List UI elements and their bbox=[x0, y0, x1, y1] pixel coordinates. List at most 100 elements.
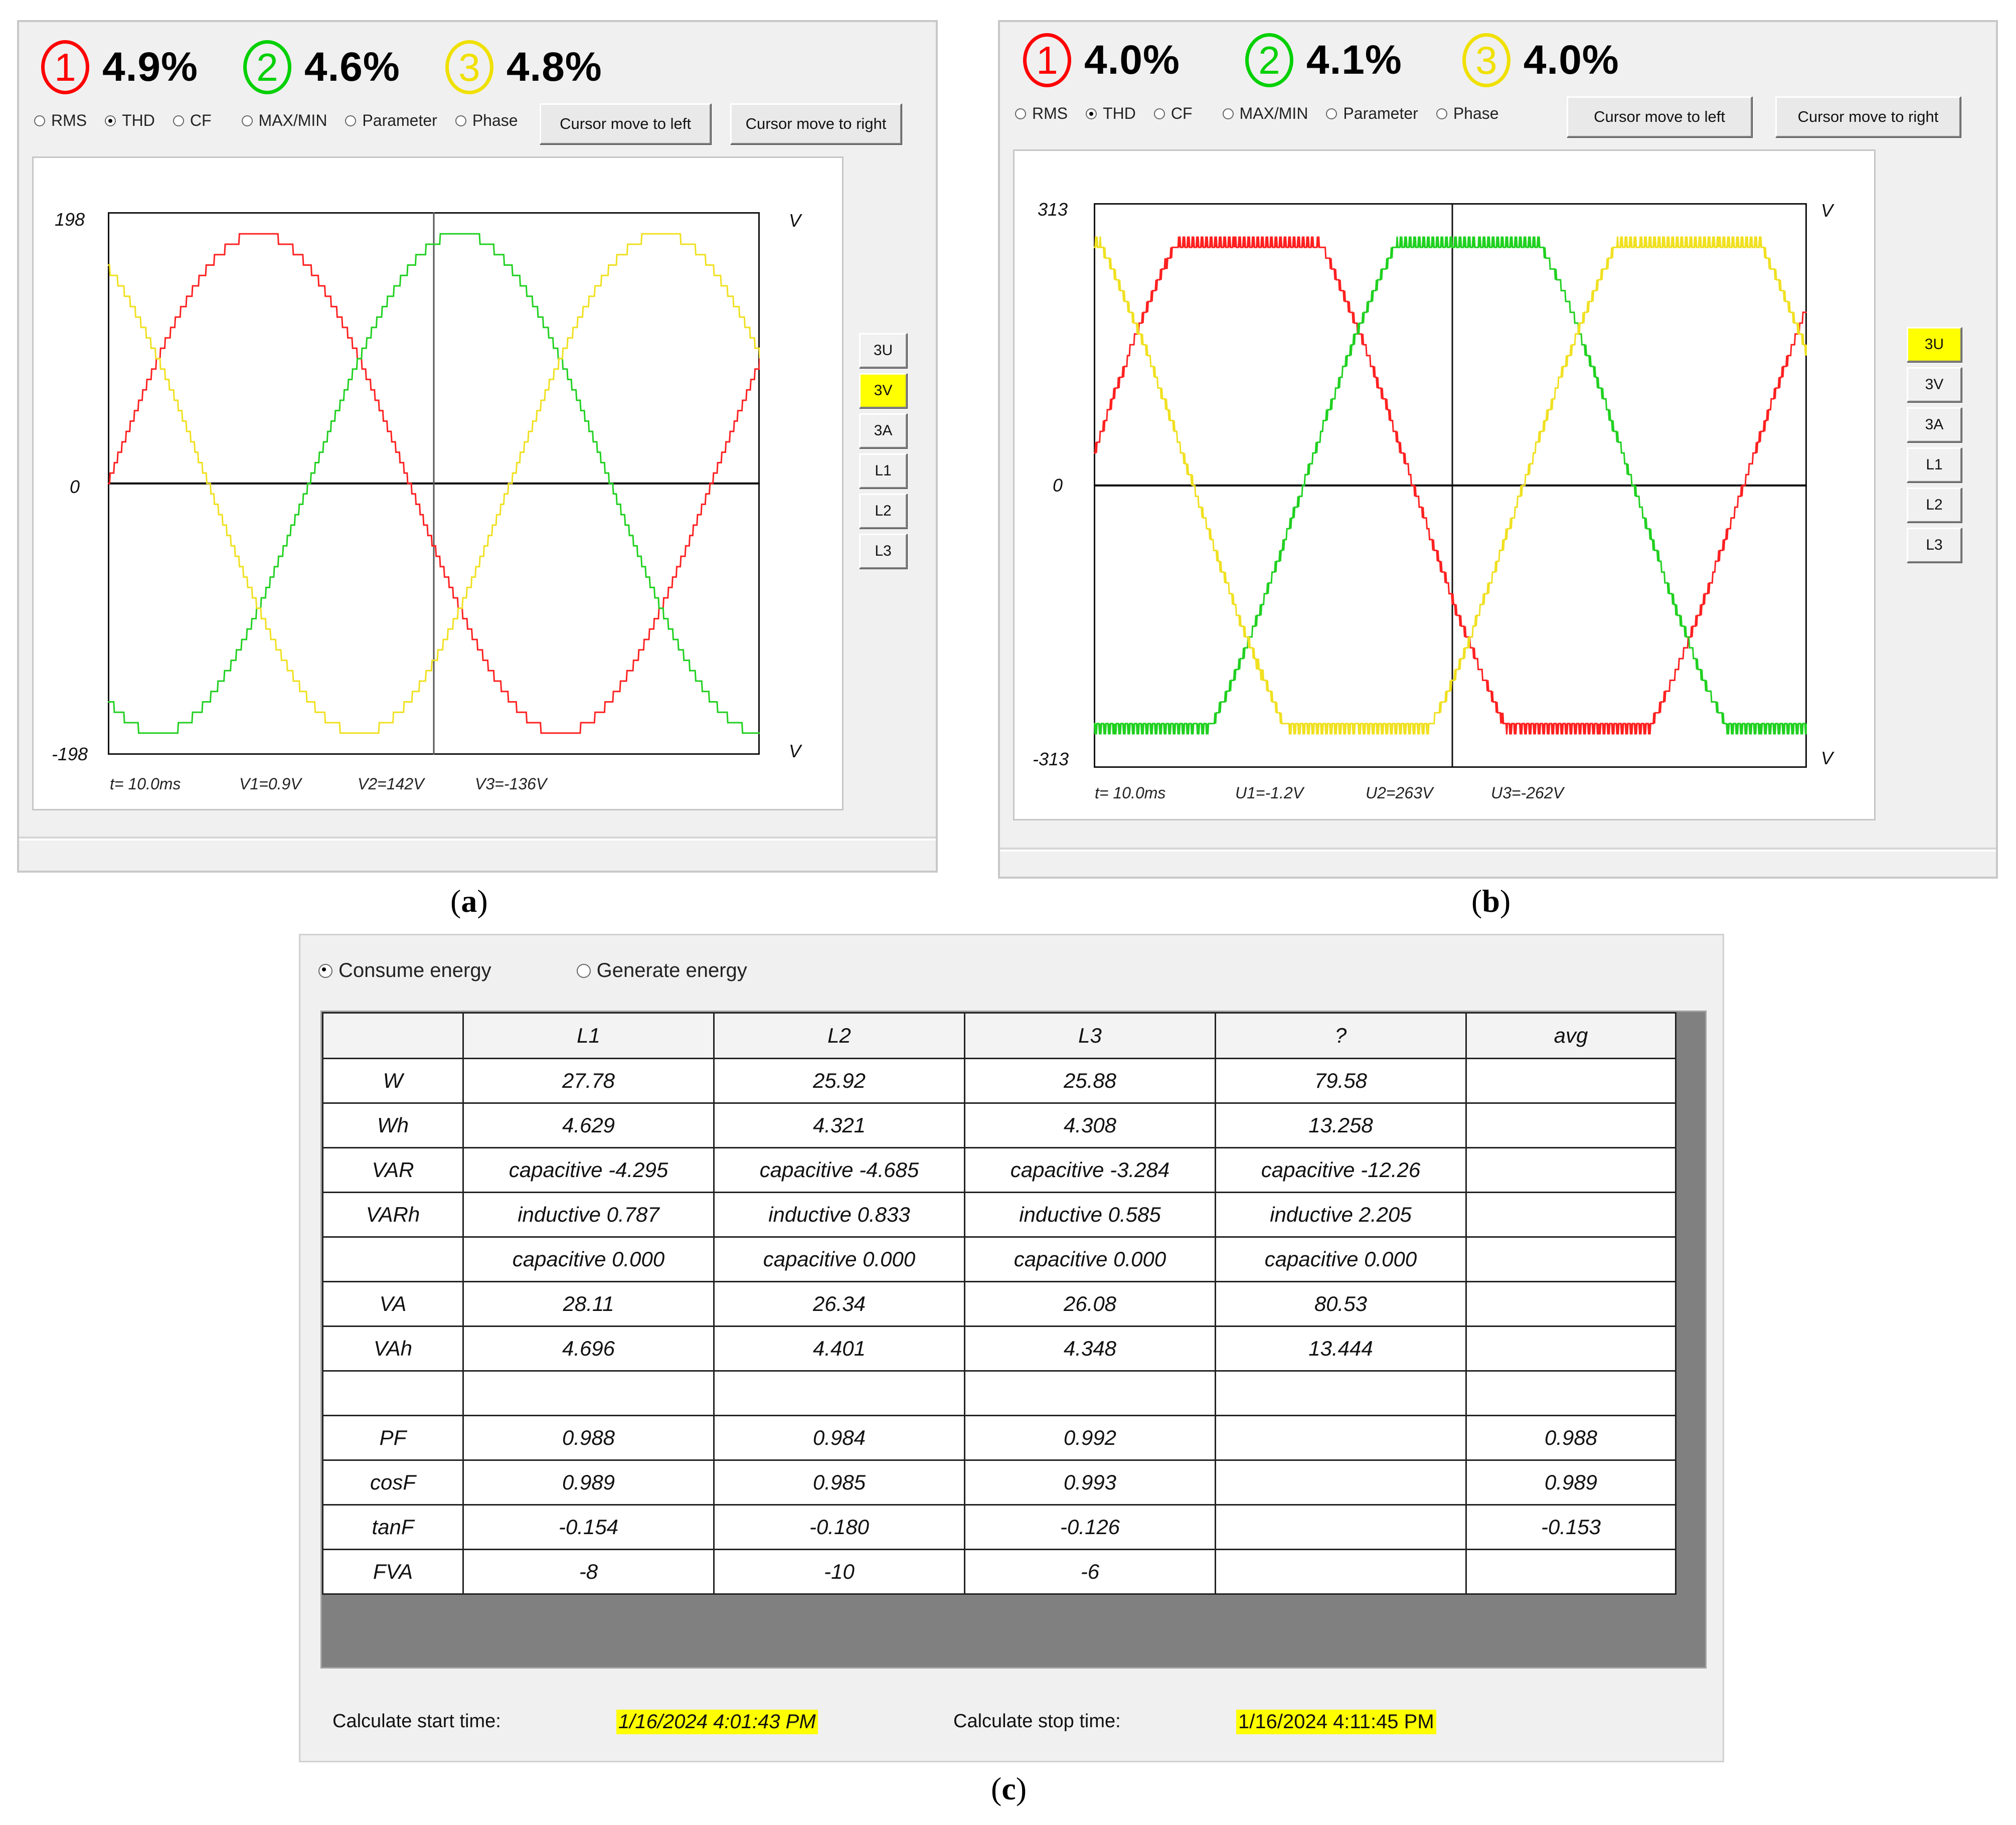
unit-top-label: V bbox=[1821, 200, 1833, 221]
radio-max-min[interactable]: MAX/MIN bbox=[241, 111, 327, 130]
y-zero-label: 0 bbox=[70, 476, 80, 497]
row-label: cosF bbox=[322, 1459, 464, 1506]
thd-value-2: 4.1% bbox=[1306, 37, 1402, 83]
radio-max-min[interactable]: MAX/MIN bbox=[1222, 104, 1308, 123]
row-label: W bbox=[322, 1058, 464, 1104]
table-cell: 13.444 bbox=[1215, 1325, 1467, 1372]
btn-l2[interactable]: L2 bbox=[859, 493, 907, 529]
btn-l1[interactable]: L1 bbox=[859, 453, 907, 488]
table-row bbox=[322, 1370, 1676, 1416]
radio-generate-energy[interactable]: Generate energy bbox=[576, 959, 747, 982]
radio-dot-selected-icon bbox=[318, 963, 332, 978]
radio-dot-icon bbox=[241, 115, 253, 126]
radio-phase[interactable]: Phase bbox=[1436, 104, 1499, 123]
table-cell: inductive 2.205 bbox=[1215, 1192, 1467, 1238]
y-max-label: 198 bbox=[55, 209, 85, 230]
phase-2-icon: 2 bbox=[243, 40, 291, 94]
btn-l2[interactable]: L2 bbox=[1907, 487, 1962, 523]
btn-3u[interactable]: 3U bbox=[1907, 327, 1962, 362]
radio-cf[interactable]: CF bbox=[173, 111, 212, 130]
radio-cf[interactable]: CF bbox=[1153, 104, 1193, 123]
btn-3a[interactable]: 3A bbox=[859, 413, 907, 448]
btn-3v[interactable]: 3V bbox=[859, 373, 907, 408]
y-min-label: -198 bbox=[52, 744, 88, 764]
cursor-left-button[interactable]: Cursor move to left bbox=[540, 103, 711, 144]
panel-b: 1 4.0% 2 4.1% 3 4.0% RMS THD CF MAX/MIN … bbox=[998, 20, 1998, 879]
thd-value-2: 4.6% bbox=[304, 44, 400, 90]
table-cell: capacitive -3.284 bbox=[964, 1147, 1216, 1193]
table-cell: inductive 0.787 bbox=[462, 1192, 715, 1238]
table-cell: inductive 0.833 bbox=[713, 1192, 965, 1238]
phase-3-icon: 3 bbox=[445, 40, 493, 94]
thd-value-1: 4.9% bbox=[102, 44, 198, 90]
radio-thd[interactable]: THD bbox=[1086, 104, 1136, 123]
table-cell bbox=[1215, 1549, 1467, 1595]
table-header-row: L1 L2 L3? avg bbox=[322, 1012, 1676, 1059]
row-label: PF bbox=[322, 1415, 464, 1461]
table-cell: 0.992 bbox=[964, 1415, 1216, 1461]
row-label: VARh bbox=[322, 1192, 464, 1238]
waveform-phase-3 bbox=[1094, 236, 1807, 735]
table-cell: 0.989 bbox=[462, 1459, 715, 1506]
cursor-right-button[interactable]: Cursor move to right bbox=[730, 103, 902, 144]
table-cell: 0.988 bbox=[462, 1415, 715, 1461]
table-cell bbox=[1465, 1325, 1676, 1372]
phase-3-icon: 3 bbox=[1462, 33, 1510, 87]
v2-readout: V2=142V bbox=[358, 775, 424, 793]
cursor-right-button[interactable]: Cursor move to right bbox=[1775, 96, 1961, 137]
table-cell: capacitive 0.000 bbox=[462, 1236, 715, 1282]
btn-l1[interactable]: L1 bbox=[1907, 447, 1962, 482]
time-readout: t= 10.0ms bbox=[110, 775, 181, 793]
table-cell: capacitive -4.295 bbox=[462, 1147, 715, 1193]
radio-phase[interactable]: Phase bbox=[455, 111, 518, 130]
waveform-plot-area: 198 0 -198 V V t= 10.0ms V1=0.9V V2=142V… bbox=[32, 156, 844, 810]
radio-rms[interactable]: RMS bbox=[34, 111, 87, 130]
panel-separator bbox=[19, 837, 936, 841]
row-label bbox=[322, 1370, 464, 1416]
radio-dot-icon bbox=[34, 115, 45, 126]
table-cell: 26.08 bbox=[964, 1281, 1216, 1327]
btn-l3[interactable]: L3 bbox=[859, 534, 907, 569]
table-cell: 80.53 bbox=[1215, 1281, 1467, 1327]
table-cell: capacitive -12.26 bbox=[1215, 1147, 1467, 1193]
btn-l3[interactable]: L3 bbox=[1907, 528, 1962, 563]
thd-phase-2: 2 4.6% bbox=[243, 40, 400, 94]
radio-dot-icon bbox=[576, 963, 591, 978]
table-cell bbox=[1465, 1370, 1676, 1416]
radio-consume-energy[interactable]: Consume energy bbox=[318, 959, 491, 982]
table-cell: inductive 0.585 bbox=[964, 1192, 1216, 1238]
btn-3v[interactable]: 3V bbox=[1907, 367, 1962, 402]
table-cell bbox=[1465, 1281, 1676, 1327]
thd-value-3: 4.0% bbox=[1523, 37, 1619, 83]
radio-parameter[interactable]: Parameter bbox=[1326, 104, 1418, 123]
table-cell: 79.58 bbox=[1215, 1058, 1467, 1104]
thd-readouts: 1 4.9% 2 4.6% 3 4.8% bbox=[41, 40, 647, 94]
table-cell bbox=[1465, 1102, 1676, 1148]
table-cell bbox=[1215, 1459, 1467, 1506]
table-row: PF 0.988 0.984 0.992 0.988 bbox=[322, 1415, 1676, 1461]
table-cell: 25.92 bbox=[713, 1058, 965, 1104]
table-row: Wh 4.629 4.321 4.308 13.258 bbox=[322, 1102, 1676, 1148]
cursor-left-button[interactable]: Cursor move to left bbox=[1567, 96, 1752, 137]
btn-3u[interactable]: 3U bbox=[859, 333, 907, 368]
caption-c: (c) bbox=[991, 1771, 1027, 1806]
mode-options: RMS THD CF MAX/MIN Parameter Phase bbox=[1015, 104, 1517, 123]
unit-bottom-label: V bbox=[1821, 748, 1833, 768]
table-row: VAh 4.696 4.401 4.348 13.444 bbox=[322, 1325, 1676, 1372]
radio-rms[interactable]: RMS bbox=[1015, 104, 1068, 123]
row-label: VAR bbox=[322, 1147, 464, 1193]
start-time-label: Calculate start time: bbox=[332, 1711, 501, 1732]
table-cell: 27.78 bbox=[462, 1058, 715, 1104]
table-cell: capacitive 0.000 bbox=[964, 1236, 1216, 1282]
column-header: avg bbox=[1465, 1012, 1676, 1059]
table-cell: capacitive -4.685 bbox=[713, 1147, 965, 1193]
table-cell bbox=[1465, 1147, 1676, 1193]
btn-3a[interactable]: 3A bbox=[1907, 407, 1962, 442]
waveform-phase-2 bbox=[1094, 236, 1807, 735]
waveform-phase-1 bbox=[1094, 236, 1807, 735]
table-cell: 0.985 bbox=[713, 1459, 965, 1506]
radio-thd[interactable]: THD bbox=[105, 111, 155, 130]
radio-dot-icon bbox=[173, 115, 184, 126]
radio-parameter[interactable]: Parameter bbox=[345, 111, 437, 130]
table-cell bbox=[713, 1370, 965, 1416]
